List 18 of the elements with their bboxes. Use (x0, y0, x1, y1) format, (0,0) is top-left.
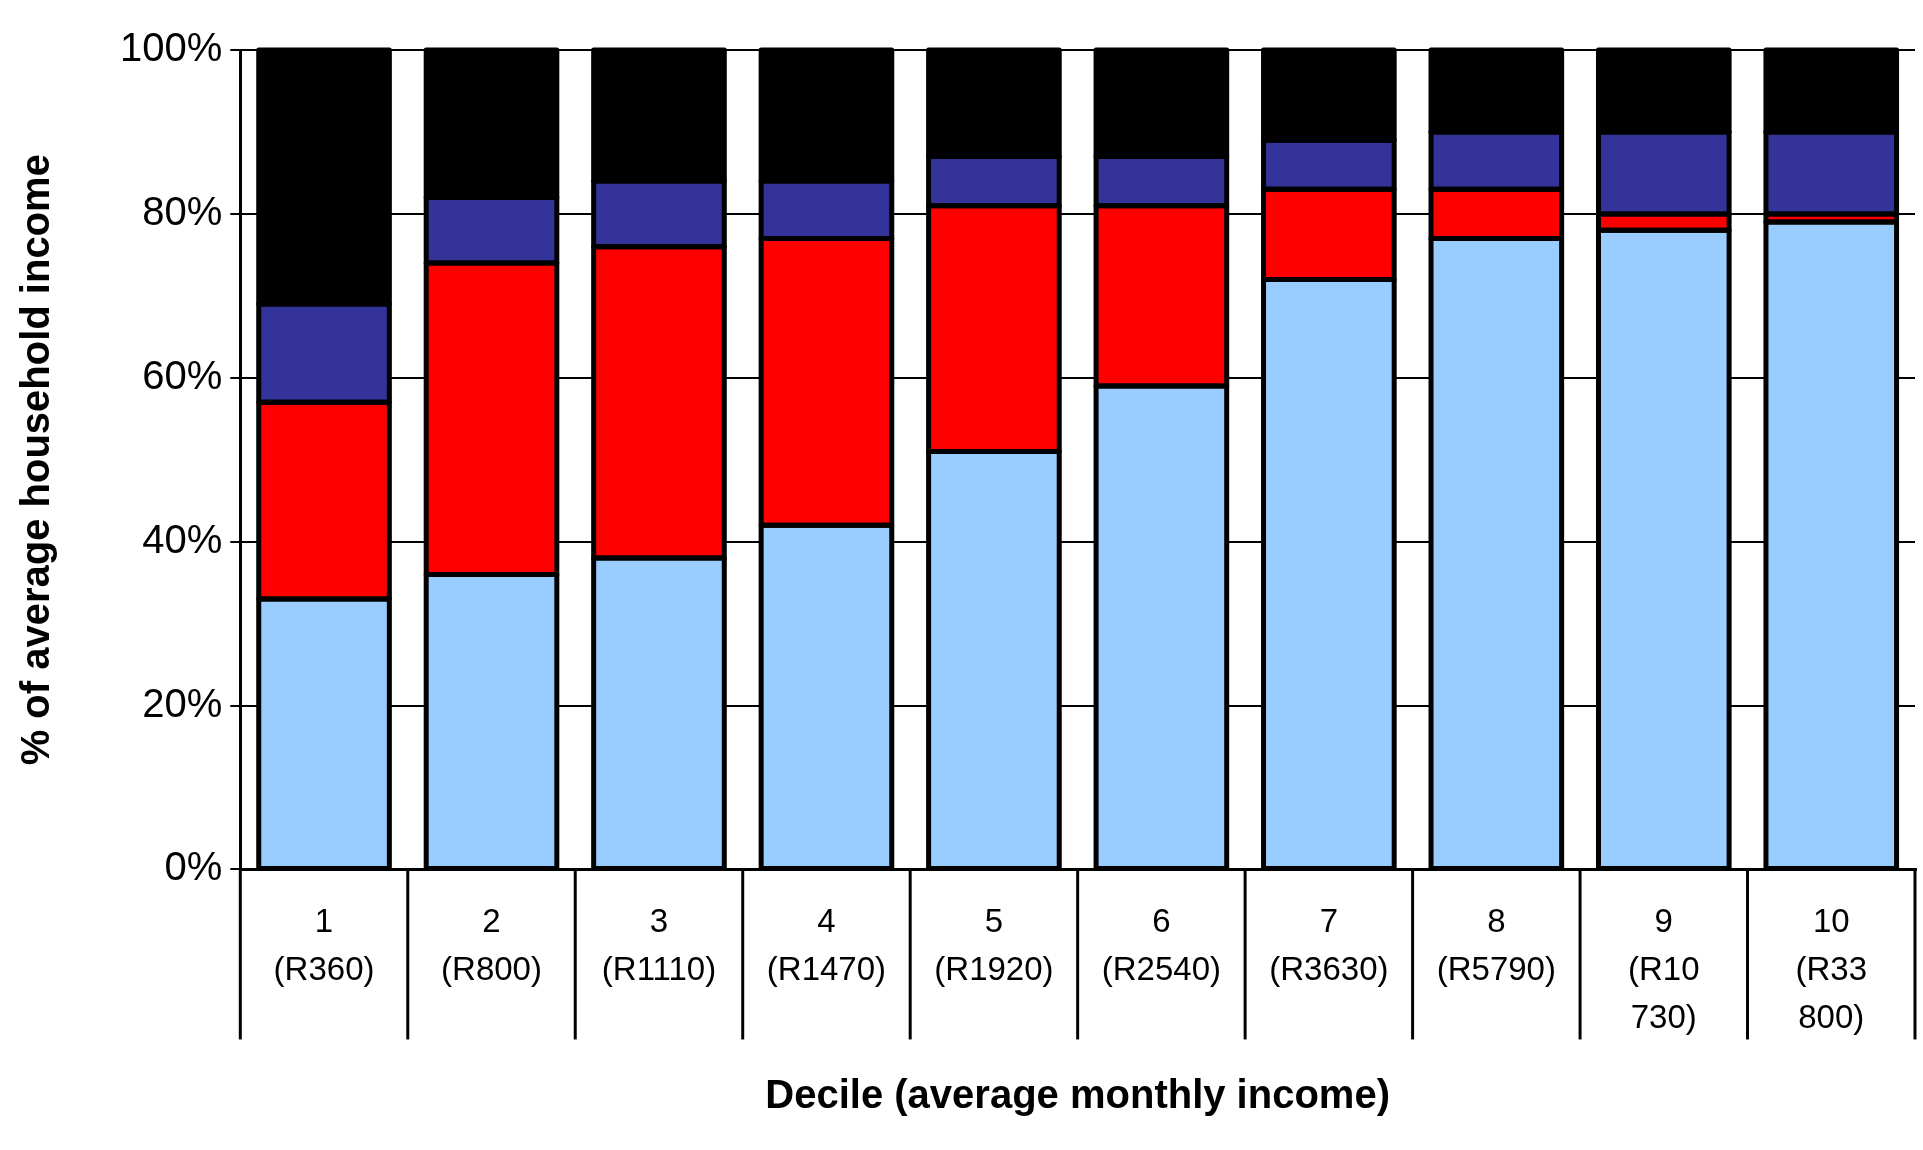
x-axis-title: Decile (average monthly income) (765, 1072, 1390, 1117)
x-tick-label: 5 (R1920) (934, 902, 1054, 988)
x-tick-label: 4 (R1470) (766, 902, 887, 988)
y-tick-label: 0% (164, 844, 223, 889)
y-axis-title: % of average household income (13, 154, 58, 766)
x-tick-label: 3 (R1110) (601, 902, 717, 988)
x-tick-label: 7 (R3630) (1269, 902, 1389, 988)
x-tick-label: 10 (R33 800) (1795, 902, 1868, 1036)
y-tick-label: 60% (142, 352, 223, 397)
x-tick-label: 2 (R800) (441, 902, 542, 988)
x-tick-label: 1 (R360) (273, 902, 375, 988)
x-tick-label: 6 (R2540) (1101, 902, 1221, 988)
x-tick-label: 9 (R10 730) (1628, 902, 1700, 1036)
y-tick-label: 80% (142, 188, 223, 233)
y-tick-label: 40% (142, 516, 223, 561)
y-tick-label: 20% (142, 680, 223, 725)
y-tick-label: 100% (119, 25, 223, 70)
x-tick-label: 8 (R5790) (1436, 902, 1556, 988)
